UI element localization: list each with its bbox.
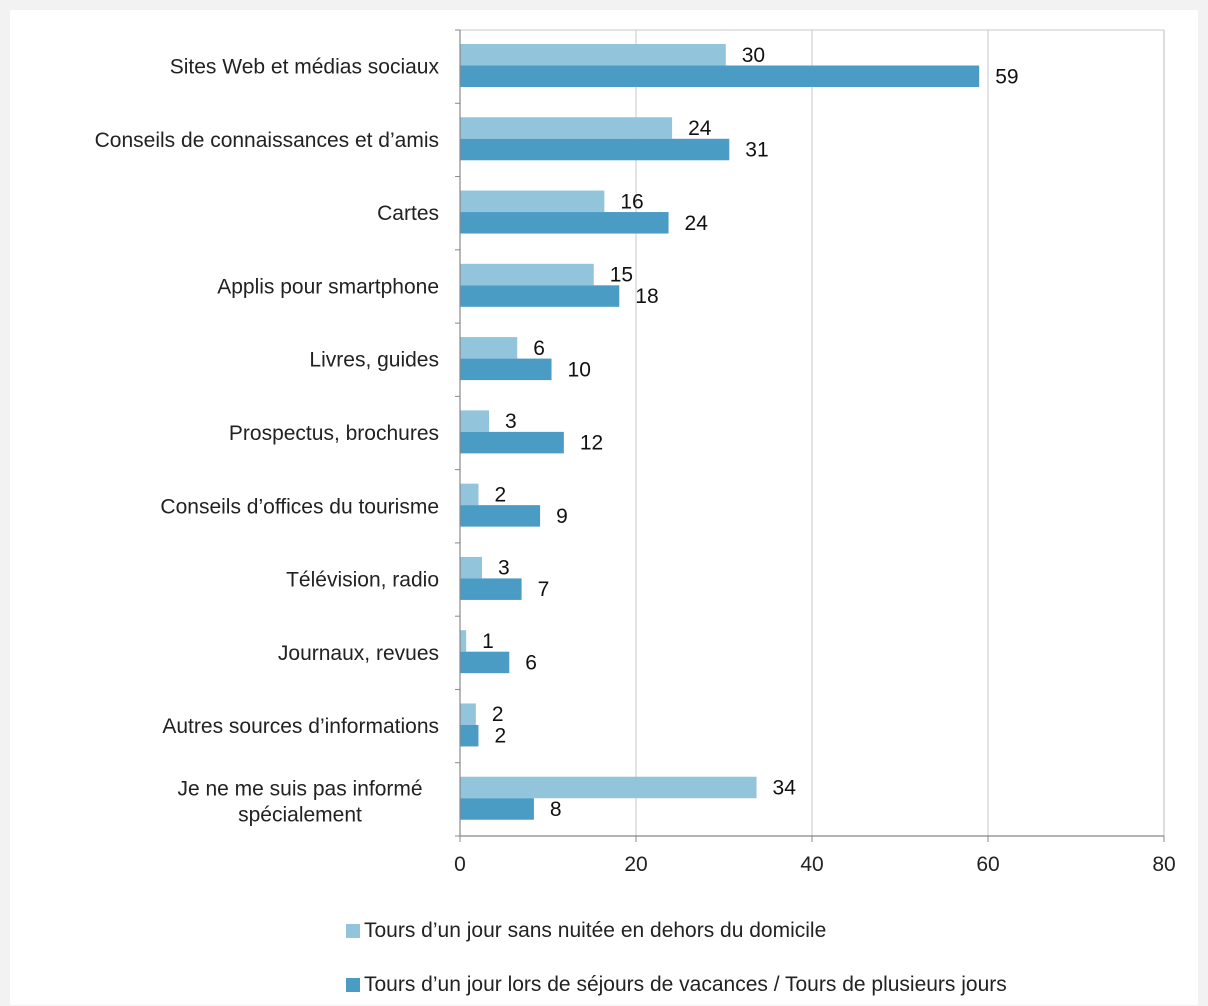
bar-s2-9	[460, 651, 510, 674]
bar-s2-7	[460, 505, 541, 527]
bar-s1-7	[460, 483, 479, 506]
data-label-s1-9: 1	[482, 630, 494, 653]
category-label-9: Journaux, revues	[278, 642, 439, 665]
bar-s1-10	[460, 703, 476, 725]
bar-s2-5	[460, 358, 552, 381]
bar-s2-3	[460, 212, 669, 234]
bar-s2-10	[460, 724, 479, 747]
x-tick-label-60: 60	[976, 853, 999, 876]
data-label-s1-10: 2	[492, 703, 504, 726]
x-tick-label-20: 20	[624, 853, 647, 876]
bar-s2-11	[460, 798, 534, 820]
data-label-s1-5: 6	[533, 337, 545, 360]
data-label-s2-9: 6	[525, 651, 537, 674]
data-label-s2-8: 7	[538, 578, 550, 601]
data-label-s2-2: 31	[745, 139, 768, 162]
data-label-s2-6: 12	[580, 432, 603, 455]
x-tick-label-80: 80	[1152, 853, 1175, 876]
x-tick-label-40: 40	[800, 853, 823, 876]
bar-s1-9	[460, 630, 467, 652]
data-label-s2-11: 8	[550, 798, 562, 821]
legend-swatch-2	[346, 978, 360, 992]
category-label-10: Autres sources d’informations	[162, 715, 439, 738]
bar-s1-2	[460, 117, 673, 139]
bar-s1-11	[460, 776, 757, 799]
data-label-s2-1: 59	[995, 65, 1018, 88]
bar-s1-1	[460, 44, 726, 66]
bar-s2-6	[460, 431, 564, 454]
bar-s2-4	[460, 285, 620, 307]
category-label-1: Sites Web et médias sociaux	[170, 56, 440, 79]
category-label-8: Télévision, radio	[286, 569, 439, 592]
category-label-5: Livres, guides	[309, 349, 439, 372]
bar-s1-5	[460, 337, 518, 359]
plot-area	[10, 10, 1198, 1005]
bar-s2-1	[460, 65, 980, 87]
data-label-s2-3: 24	[685, 212, 709, 235]
category-label-11: Je ne me suis pas informé spécialement	[177, 777, 422, 826]
category-label-line: spécialement	[238, 803, 362, 826]
x-tick-label-0: 0	[454, 853, 466, 876]
data-label-s2-7: 9	[556, 505, 568, 528]
data-label-s1-4: 15	[610, 264, 633, 287]
category-label-4: Applis pour smartphone	[217, 275, 439, 298]
data-label-s1-8: 3	[498, 557, 510, 580]
bar-s1-3	[460, 190, 605, 213]
category-label-line: Je ne me suis pas informé	[177, 777, 422, 800]
data-label-s1-7: 2	[494, 483, 506, 506]
category-label-6: Prospectus, brochures	[229, 422, 439, 445]
bar-s1-8	[460, 556, 482, 579]
legend-label-2: Tours d’un jour lors de séjours de vacan…	[364, 973, 1007, 996]
data-label-s1-3: 16	[620, 190, 643, 213]
data-label-s1-11: 34	[773, 776, 797, 799]
legend-item-1: Tours d’un jour sans nuitée en dehors du…	[346, 919, 826, 943]
data-label-s2-5: 10	[568, 358, 591, 381]
data-label-s1-2: 24	[688, 117, 712, 140]
data-label-s2-4: 18	[635, 285, 658, 308]
category-label-2: Conseils de connaissances et d’amis	[95, 129, 439, 152]
bar-s1-6	[460, 410, 490, 432]
category-label-7: Conseils d’offices du tourisme	[160, 495, 439, 518]
legend-item-2: Tours d’un jour lors de séjours de vacan…	[346, 973, 1007, 997]
data-label-s1-6: 3	[505, 410, 517, 433]
bar-s2-8	[460, 578, 522, 600]
data-label-s1-1: 30	[742, 44, 765, 67]
bar-s2-2	[460, 138, 730, 161]
legend-swatch-1	[346, 924, 360, 938]
legend-label-1: Tours d’un jour sans nuitée en dehors du…	[364, 919, 827, 942]
category-label-3: Cartes	[377, 202, 439, 225]
bar-s1-4	[460, 263, 594, 286]
data-label-s2-10: 2	[494, 725, 506, 748]
